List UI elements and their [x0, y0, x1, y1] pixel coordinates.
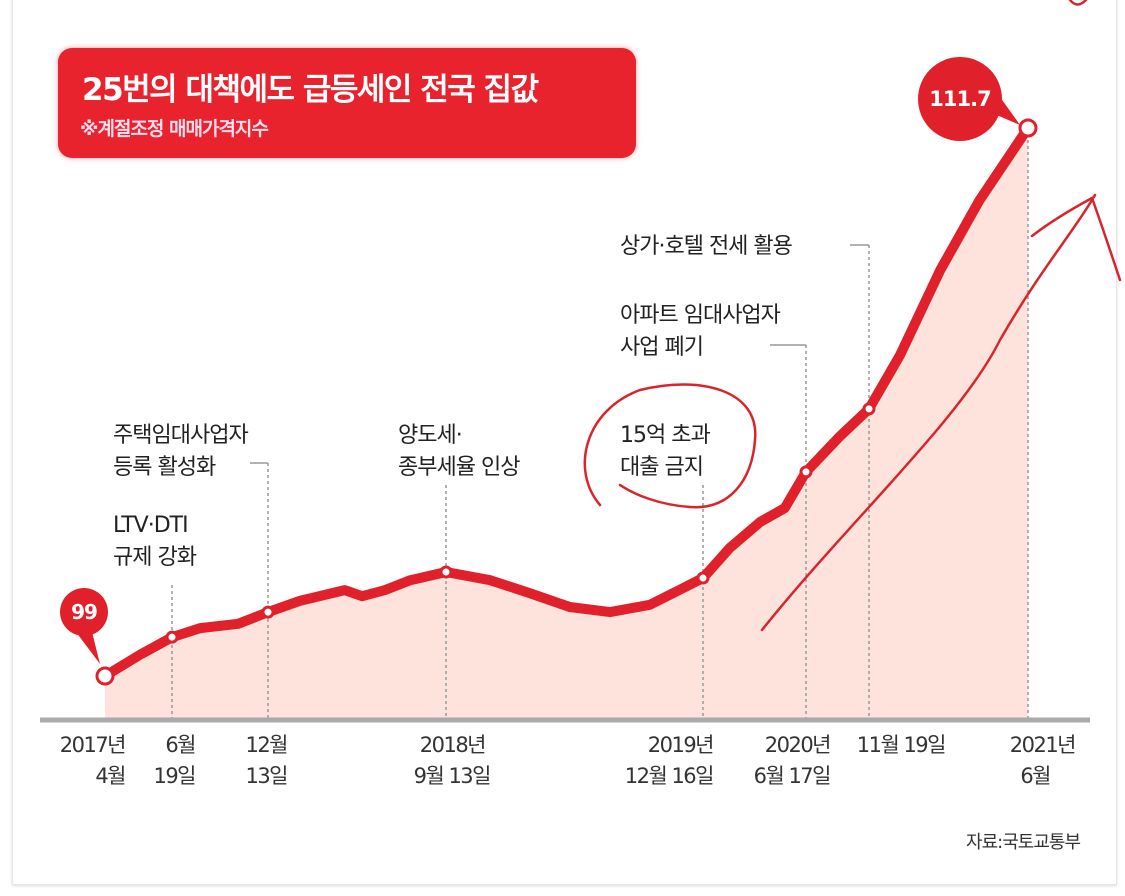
- handwritten-circle: [583, 383, 757, 509]
- annotation-label: 대출 금지: [620, 455, 703, 480]
- data-point-marker: [696, 571, 710, 585]
- x-tick-label: 6월 17일: [754, 764, 831, 788]
- handwritten-arrow-line: [760, 193, 1097, 632]
- annotation-label: LTV·DTI: [113, 513, 188, 538]
- x-tick-label: 2019년: [648, 733, 713, 757]
- annotation-label: 15억 초과: [620, 423, 710, 448]
- annotation-label: 사업 폐기: [620, 335, 703, 360]
- chart-title: 25번의 대책에도 급등세인 전국 집값: [82, 72, 539, 108]
- x-tick-label: 2017년: [60, 733, 125, 757]
- x-tick-label: 2021년: [1010, 733, 1075, 757]
- source-label: 자료:국토교통부: [966, 832, 1080, 853]
- annotation-label: 아파트 임대사업자: [620, 303, 781, 328]
- area-fill: [105, 128, 1028, 718]
- data-point-marker: [95, 666, 115, 686]
- start-value-pointer: [76, 632, 100, 664]
- title-box: 25번의 대책에도 급등세인 전국 집값 ※계절조정 매매가격지수: [58, 48, 636, 158]
- chart-subtitle: ※계절조정 매매가격지수: [80, 118, 269, 140]
- x-tick-label: 4월: [95, 764, 125, 788]
- handwritten-top-mark: [1068, 0, 1088, 6]
- data-point-marker: [261, 605, 275, 619]
- start-value-bubble: [60, 588, 108, 636]
- annotation-label: 상가·호텔 전세 활용: [620, 234, 793, 259]
- annotation-label: 등록 활성화: [113, 455, 216, 480]
- data-point-marker: [439, 565, 453, 579]
- x-tick-label: 9월 13일: [414, 764, 491, 788]
- x-tick-label: 19일: [153, 764, 195, 788]
- handwriting-marks: [583, 0, 1122, 632]
- annotation-label: 종부세율 인상: [398, 455, 520, 480]
- x-tick-label: 13일: [245, 764, 287, 788]
- data-point-marker: [799, 465, 813, 479]
- annotation-label: 양도세·: [398, 423, 462, 448]
- series-line: [100, 123, 1033, 681]
- x-tick-label: 6월: [165, 733, 195, 757]
- x-tick-label: 12월: [245, 733, 287, 757]
- annotation-label: 주택임대사업자: [113, 423, 248, 448]
- data-point-marker: [165, 630, 179, 644]
- annotation-label: 규제 강화: [113, 545, 197, 570]
- end-value-bubble: [918, 57, 1002, 141]
- x-tick-label: 12월 16일: [625, 764, 713, 788]
- data-point-marker: [862, 402, 876, 416]
- x-tick-label: 2018년: [420, 733, 485, 757]
- data-point-marker: [1018, 118, 1038, 138]
- handwritten-arrow-tick: [1030, 196, 1122, 282]
- x-tick-label: 2020년: [765, 733, 830, 757]
- end-value-label: 111.7: [929, 87, 990, 111]
- chart-frame: [12, 0, 1117, 885]
- start-value-label: 99: [71, 600, 97, 624]
- x-tick-label: 6월: [1020, 764, 1050, 788]
- x-tick-label: 11월 19일: [857, 733, 945, 757]
